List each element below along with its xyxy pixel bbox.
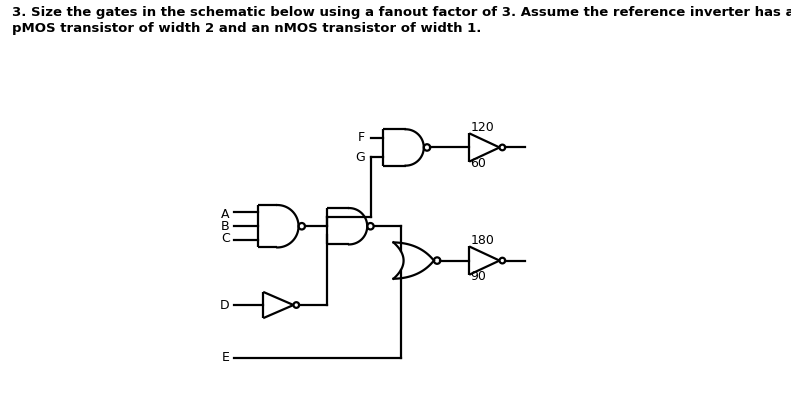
Text: B: B	[221, 220, 230, 233]
Text: pMOS transistor of width 2 and an nMOS transistor of width 1.: pMOS transistor of width 2 and an nMOS t…	[12, 22, 481, 35]
Text: E: E	[222, 351, 230, 364]
Text: 180: 180	[470, 234, 494, 247]
Text: G: G	[355, 151, 365, 164]
Text: 3. Size the gates in the schematic below using a fanout factor of 3. Assume the : 3. Size the gates in the schematic below…	[12, 6, 791, 19]
Text: 120: 120	[470, 121, 494, 134]
Text: D: D	[220, 299, 230, 311]
Text: 90: 90	[470, 270, 486, 283]
Text: C: C	[221, 232, 230, 245]
Text: F: F	[358, 131, 365, 144]
Text: 60: 60	[470, 157, 486, 170]
Text: A: A	[221, 208, 230, 221]
